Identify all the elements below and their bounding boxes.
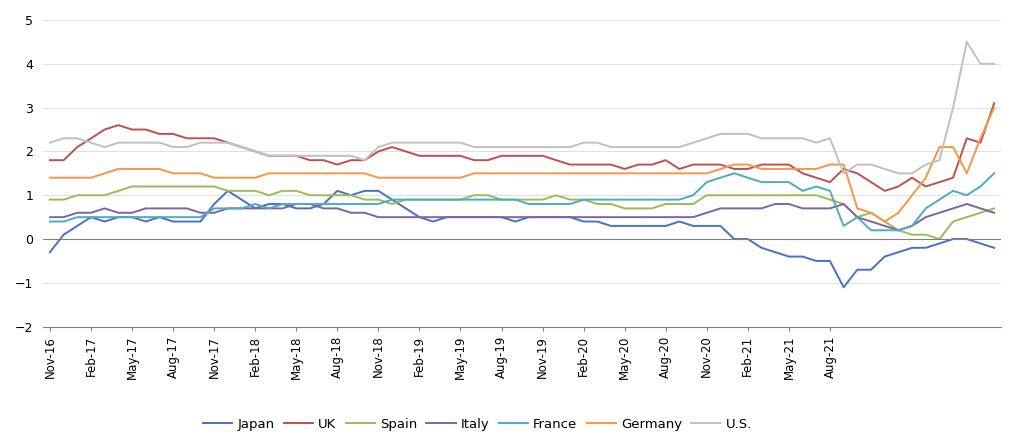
U.S. xyxy=(837,171,849,176)
UK xyxy=(837,166,849,172)
France xyxy=(263,206,275,211)
U.S. xyxy=(44,140,56,145)
U.S. xyxy=(989,61,1001,67)
U.S. xyxy=(167,145,179,150)
Spain xyxy=(577,197,589,202)
Italy xyxy=(44,215,56,220)
Italy xyxy=(263,206,275,211)
U.S. xyxy=(441,140,453,145)
U.S. xyxy=(263,153,275,159)
France xyxy=(879,228,891,233)
Japan xyxy=(276,201,289,207)
Italy xyxy=(344,210,357,215)
Japan xyxy=(577,219,589,224)
Germany xyxy=(263,171,275,176)
Line: France: France xyxy=(50,173,995,230)
Germany xyxy=(837,162,849,167)
Spain xyxy=(865,210,877,215)
U.S. xyxy=(961,39,973,45)
Spain xyxy=(44,197,56,202)
France xyxy=(44,219,56,224)
Italy xyxy=(454,215,466,220)
Italy xyxy=(167,206,179,211)
Spain xyxy=(344,193,357,198)
Spain xyxy=(276,188,289,194)
Spain xyxy=(126,184,138,189)
Japan xyxy=(44,250,56,255)
Japan xyxy=(167,219,179,224)
Italy xyxy=(989,210,1001,215)
Germany xyxy=(331,171,343,176)
France xyxy=(564,201,576,207)
Line: UK: UK xyxy=(50,103,995,191)
U.S. xyxy=(331,153,343,159)
U.S. xyxy=(564,145,576,150)
France xyxy=(865,228,877,233)
Line: Spain: Spain xyxy=(50,187,995,239)
Germany xyxy=(564,171,576,176)
France xyxy=(989,171,1001,176)
Germany xyxy=(989,105,1001,110)
Japan xyxy=(879,254,891,259)
Japan xyxy=(344,193,357,198)
Italy xyxy=(865,219,877,224)
Italy xyxy=(291,201,303,207)
Spain xyxy=(989,206,1001,211)
Legend: Japan, UK, Spain, Italy, France, Germany, U.S.: Japan, UK, Spain, Italy, France, Germany… xyxy=(198,412,757,436)
Line: U.S.: U.S. xyxy=(50,42,995,173)
UK xyxy=(167,131,179,137)
Line: Japan: Japan xyxy=(50,191,995,287)
France xyxy=(728,171,741,176)
Germany xyxy=(44,175,56,180)
Spain xyxy=(454,197,466,202)
UK xyxy=(331,162,343,167)
Germany xyxy=(851,206,864,211)
Line: Germany: Germany xyxy=(50,108,995,222)
UK xyxy=(989,101,1001,106)
UK xyxy=(851,171,864,176)
Spain xyxy=(934,237,946,242)
Italy xyxy=(577,215,589,220)
UK xyxy=(879,188,891,194)
UK xyxy=(263,153,275,159)
Germany xyxy=(879,219,891,224)
Japan xyxy=(221,188,234,194)
U.S. xyxy=(865,162,877,167)
Germany xyxy=(167,171,179,176)
France xyxy=(331,201,343,207)
Italy xyxy=(892,228,904,233)
UK xyxy=(44,158,56,163)
France xyxy=(167,215,179,220)
Japan xyxy=(837,285,849,290)
France xyxy=(441,197,453,202)
Japan xyxy=(454,215,466,220)
Line: Italy: Italy xyxy=(50,204,995,230)
Spain xyxy=(181,184,193,189)
Japan xyxy=(989,245,1001,251)
UK xyxy=(564,162,576,167)
